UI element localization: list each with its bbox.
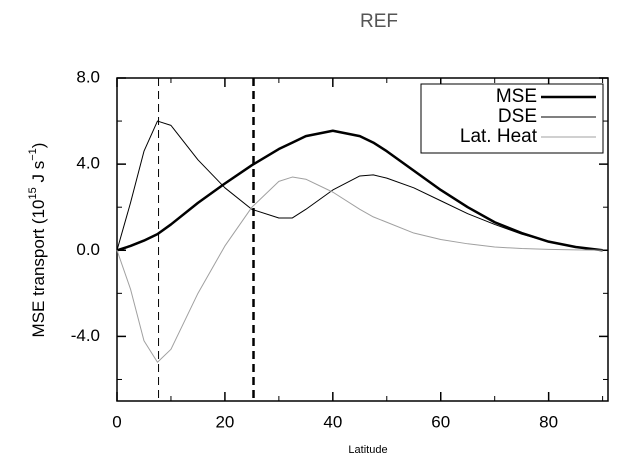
legend-box xyxy=(420,83,604,154)
legend-label: MSE xyxy=(496,86,537,107)
y-label-sup: −1 xyxy=(27,148,39,161)
x-tick-label: 80 xyxy=(539,412,558,431)
series-line xyxy=(116,129,603,252)
y-label-sup: 15 xyxy=(27,187,39,199)
y-label-part: ) xyxy=(29,143,48,149)
x-tick-label: 20 xyxy=(215,412,234,431)
y-tick-label: 8.0 xyxy=(76,67,100,86)
x-axis-label: Latitude xyxy=(348,444,387,456)
y-tick-label: -4.0 xyxy=(71,326,100,345)
chart-title: REF xyxy=(360,11,398,32)
y-label-part: J s xyxy=(29,161,48,187)
plot-frame xyxy=(116,77,609,402)
series-line xyxy=(116,176,603,363)
y-label-part: MSE transport (10 xyxy=(29,199,48,337)
legend-label: Lat. Heat xyxy=(460,126,538,147)
x-tick-label: 0 xyxy=(112,412,121,431)
series-line xyxy=(116,120,603,251)
y-axis-label: MSE transport (1015 J s−1) xyxy=(27,143,49,338)
x-tick-label: 40 xyxy=(323,412,342,431)
y-tick-label: 4.0 xyxy=(76,154,100,173)
x-tick-label: 60 xyxy=(431,412,450,431)
legend-label: DSE xyxy=(498,106,537,127)
y-tick-label: 0.0 xyxy=(76,240,100,259)
